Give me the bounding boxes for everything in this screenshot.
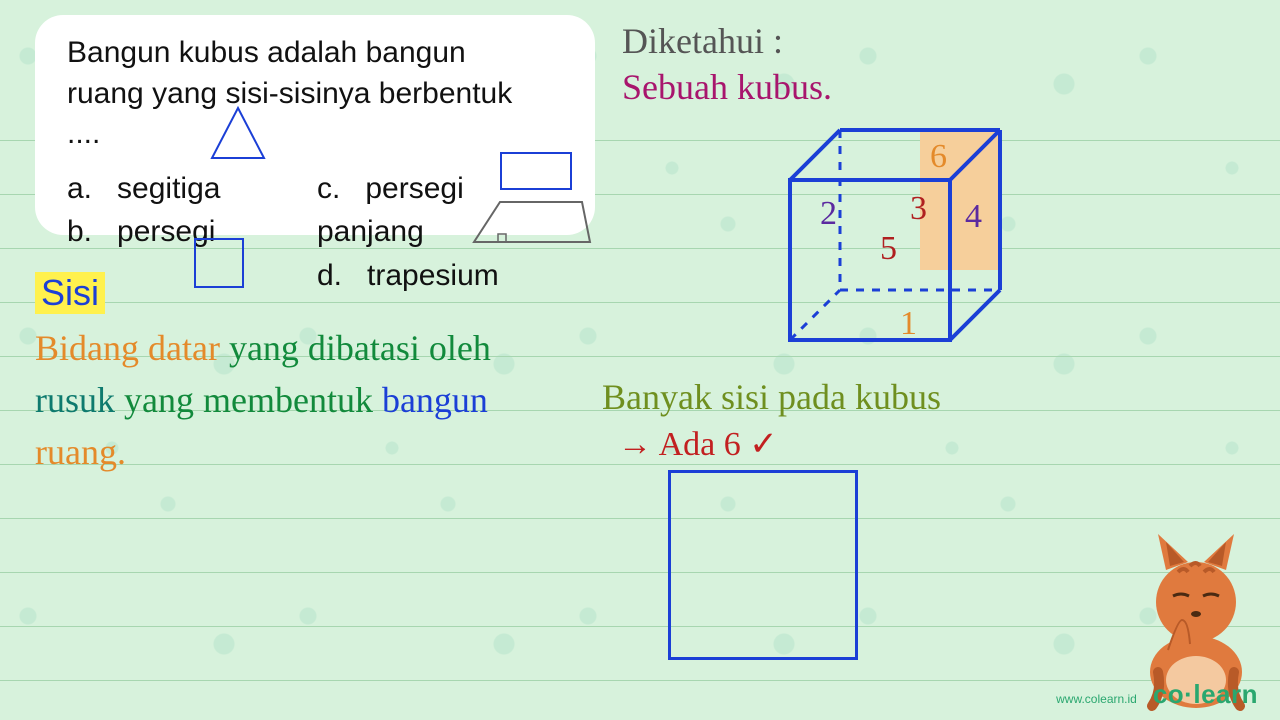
check-icon: ✓ <box>749 426 778 463</box>
option-a-text: segitiga <box>117 172 220 205</box>
cube-face-5: 5 <box>880 230 897 268</box>
def-ruang: ruang. <box>35 432 126 472</box>
option-b: b. persegi <box>67 210 317 254</box>
cube-face-3: 3 <box>910 190 927 228</box>
cube-face-4: 4 <box>965 198 982 236</box>
option-d-label: d. <box>317 259 342 292</box>
ruled-line <box>0 626 1280 627</box>
def-bidang-datar: Bidang datar <box>35 328 220 368</box>
option-a: a. segitiga <box>67 167 317 211</box>
stem-line-1: Bangun kubus adalah bangun <box>67 36 466 69</box>
def-rusuk: rusuk <box>35 380 115 420</box>
answer-text: Ada 6 <box>652 426 749 463</box>
stem-line-2: ruang yang sisi-sisinya berbentuk <box>67 77 512 110</box>
ruled-line <box>0 572 1280 573</box>
banyak-sisi-label: Banyak sisi pada kubus <box>602 376 941 418</box>
triangle-icon <box>208 106 268 160</box>
option-d-text: trapesium <box>367 259 499 292</box>
diketahui-text: Diketahui : <box>622 21 783 61</box>
sebuah-kubus-text: Sebuah kubus. <box>622 67 832 107</box>
sebuah-kubus: Sebuah kubus. <box>622 66 832 108</box>
option-a-label: a. <box>67 172 92 205</box>
sisi-heading: Sisi <box>35 272 105 314</box>
answer-line: → Ada 6 ✓ <box>618 424 778 464</box>
sisi-heading-text: Sisi <box>41 272 99 313</box>
brand-url: www.colearn.id <box>1056 692 1137 706</box>
def-yang-2: yang membentuk <box>115 380 382 420</box>
diketahui-label: Diketahui : <box>622 20 783 62</box>
square-small-icon <box>194 238 244 288</box>
cube-face-6: 6 <box>930 138 947 176</box>
option-c-label: c. <box>317 172 340 205</box>
cube-face-2: 2 <box>820 195 837 233</box>
ruled-line <box>0 302 1280 303</box>
trapezium-icon <box>472 200 592 244</box>
question-stem: Bangun kubus adalah bangun ruang yang si… <box>67 33 567 155</box>
ruled-line <box>0 518 1280 519</box>
sisi-definition: Bidang datar yang dibatasi oleh rusuk ya… <box>35 322 491 479</box>
brand-footer: www.colearn.id co·learn <box>1056 679 1258 710</box>
cube-figure: 6 3 2 4 5 1 <box>780 120 1040 350</box>
def-yang-1: yang dibatasi oleh <box>220 328 491 368</box>
banyak-sisi-text: Banyak sisi pada kubus <box>602 377 941 417</box>
arrow-icon: → <box>618 426 652 463</box>
option-b-label: b. <box>67 215 92 248</box>
stem-line-3: .... <box>67 117 100 150</box>
option-d: d. trapesium <box>317 254 567 298</box>
brand-name: co·learn <box>1153 679 1258 710</box>
def-bangun: bangun <box>382 380 488 420</box>
cube-face-1: 1 <box>900 305 917 343</box>
rectangle-icon <box>500 152 572 190</box>
square-figure <box>668 470 858 660</box>
